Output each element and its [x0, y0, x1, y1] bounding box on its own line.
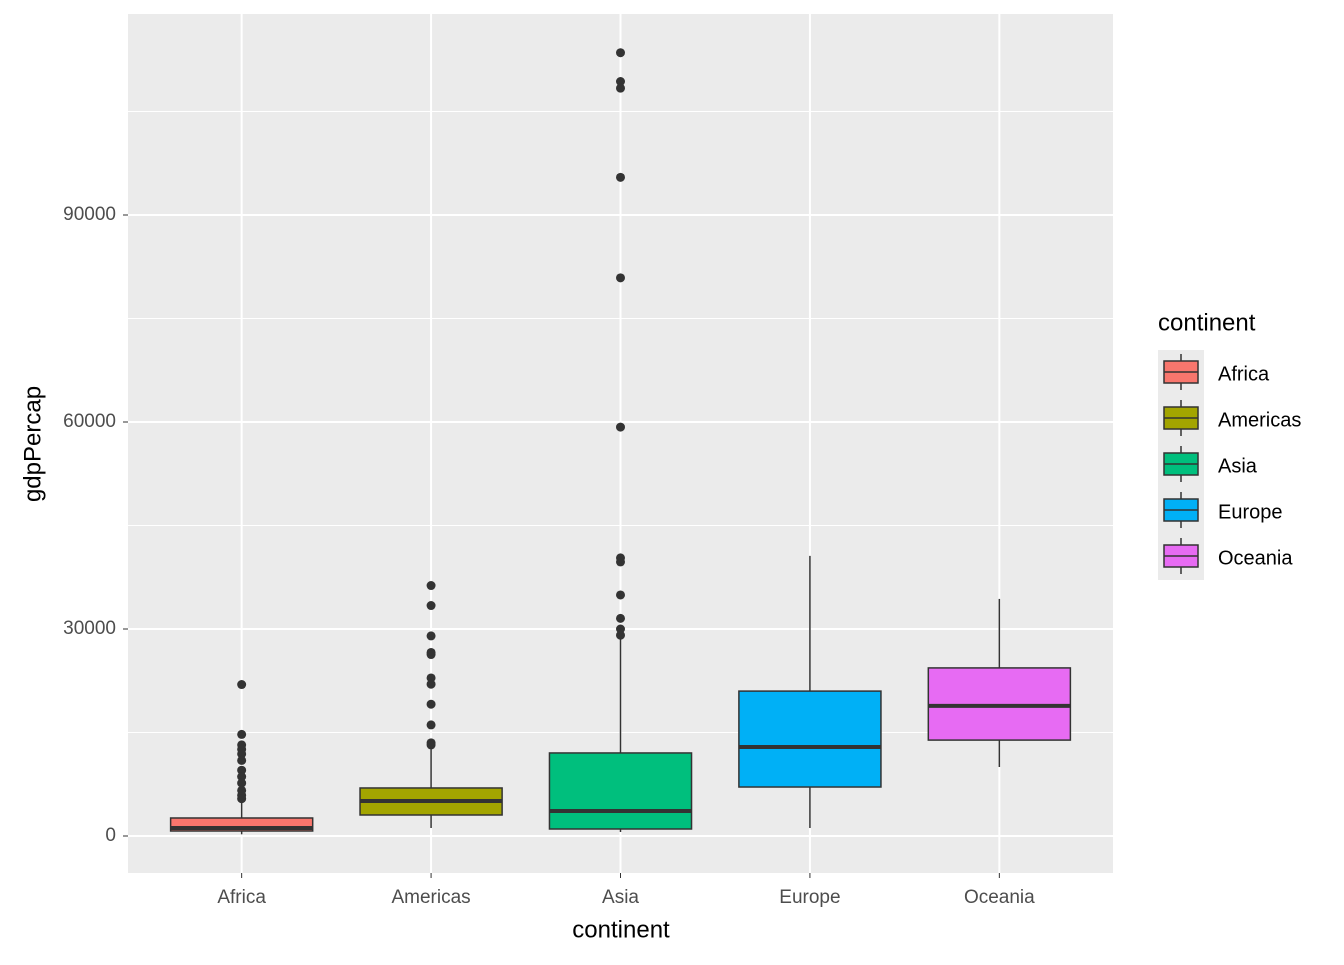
- outlier: [616, 172, 625, 182]
- outlier: [616, 273, 625, 283]
- legend-title: continent: [1158, 309, 1256, 336]
- outlier: [237, 749, 247, 759]
- y-axis-title: gdpPercap: [19, 386, 46, 502]
- legend-label: Europe: [1218, 501, 1283, 523]
- x-tick-label: Europe: [779, 887, 840, 908]
- y-tick-label: 0: [105, 825, 116, 846]
- outlier: [616, 613, 625, 623]
- outlier: [237, 794, 247, 804]
- box: [738, 690, 882, 788]
- outlier: [426, 720, 436, 730]
- outlier: [237, 729, 247, 739]
- outlier: [237, 765, 247, 775]
- outlier: [237, 772, 247, 782]
- outlier: [426, 650, 436, 660]
- outlier: [426, 581, 436, 591]
- outlier: [426, 673, 436, 683]
- y-tick-label: 90000: [63, 204, 116, 225]
- outlier: [616, 590, 625, 600]
- outlier: [237, 778, 247, 788]
- box: [548, 752, 693, 830]
- legend-label: Africa: [1218, 363, 1270, 385]
- outlier: [426, 679, 436, 689]
- outlier: [426, 699, 436, 709]
- x-tick-label: Asia: [602, 887, 639, 908]
- outlier: [616, 630, 625, 640]
- outlier: [616, 624, 625, 634]
- outlier: [237, 755, 247, 765]
- outlier: [426, 631, 436, 641]
- x-tick-label: Africa: [217, 887, 266, 908]
- y-tick-label: 30000: [63, 618, 116, 639]
- outlier: [616, 83, 625, 93]
- outlier: [426, 740, 436, 750]
- legend-label: Oceania: [1218, 547, 1293, 569]
- legend-label: Asia: [1218, 455, 1258, 477]
- outlier: [426, 601, 436, 611]
- x-tick-label: Americas: [391, 887, 470, 908]
- outlier: [616, 557, 625, 567]
- outlier: [616, 76, 625, 86]
- outlier: [237, 680, 247, 690]
- outlier: [616, 422, 625, 432]
- y-tick-label: 60000: [63, 411, 116, 432]
- x-axis-title: continent: [572, 916, 670, 943]
- outlier: [616, 48, 625, 58]
- x-tick-label: Oceania: [964, 887, 1035, 908]
- legend-label: Americas: [1218, 409, 1301, 431]
